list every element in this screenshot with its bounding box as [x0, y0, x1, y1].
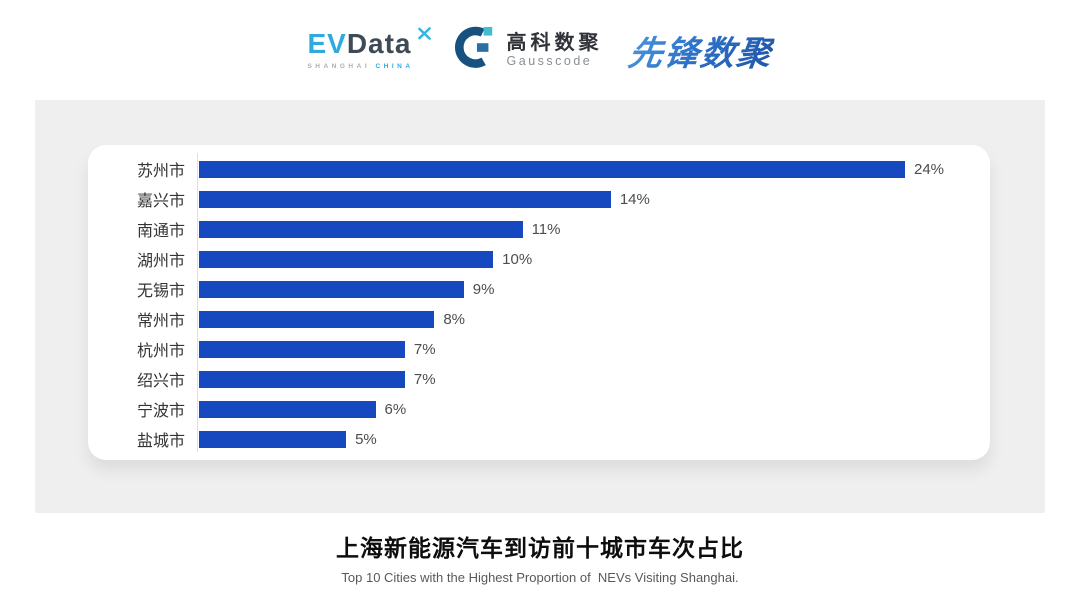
evdata-tagline-right: CHINA: [375, 63, 414, 70]
bar: [199, 160, 905, 178]
y-axis-line: [197, 153, 198, 452]
chart-row: 宁波市 6%: [88, 394, 990, 424]
bar-track: 6%: [199, 400, 905, 418]
bar: [199, 430, 347, 448]
chart-title: 上海新能源汽车到访前十城市车次占比: [336, 535, 744, 561]
chart-row: 常州市 8%: [88, 304, 990, 334]
value-label: 11%: [531, 220, 561, 238]
category-label: 宁波市: [136, 403, 185, 420]
bar: [199, 340, 405, 358]
chart-rows: 苏州市 24% 嘉兴市 14% 南通市 11% 湖州市 10% 无锡市 9% 常州市 8% 杭州市 7% 绍…: [88, 154, 990, 454]
value-label: 7%: [413, 370, 436, 388]
bar: [199, 190, 611, 208]
bar-track: 9%: [199, 280, 905, 298]
category-label: 杭州市: [136, 343, 185, 360]
value-label: 5%: [355, 430, 377, 448]
gausscode-text: 高科数聚 Gausscode: [507, 32, 603, 69]
chart-row: 杭州市 7%: [88, 334, 990, 364]
header-logos: EV Data SHANGHAI CHINA 高科数聚 Gausscode 先锋数…: [0, 0, 1080, 100]
category-label: 湖州市: [136, 253, 185, 270]
sparkle-x-icon: [417, 26, 432, 46]
bar-track: 11%: [199, 220, 905, 238]
value-label: 6%: [384, 400, 407, 418]
bar-track: 14%: [199, 190, 905, 208]
bar-track: 5%: [199, 430, 905, 448]
bar: [199, 310, 435, 328]
chart-row: 湖州市 10%: [88, 244, 990, 274]
bar-track: 7%: [199, 370, 905, 388]
evdata-ev-text: EV: [307, 28, 347, 59]
category-label: 盐城市: [136, 433, 185, 450]
chart-panel: 苏州市 24% 嘉兴市 14% 南通市 11% 湖州市 10% 无锡市 9% 常州市 8% 杭州市 7% 绍…: [88, 145, 990, 460]
value-label: 9%: [472, 280, 495, 298]
bar: [199, 250, 494, 268]
value-label: 10%: [502, 250, 533, 268]
bar-track: 10%: [199, 250, 905, 268]
category-label: 南通市: [136, 223, 185, 240]
chart-subtitle: Top 10 Cities with the Highest Proportio…: [341, 570, 739, 585]
chart-row: 盐城市 5%: [88, 424, 990, 454]
gausscode-logo: 高科数聚 Gausscode: [454, 26, 603, 75]
category-label: 苏州市: [136, 163, 185, 180]
chart-row: 苏州市 24%: [88, 154, 990, 184]
gausscode-name-en: Gausscode: [506, 53, 593, 68]
gausscode-g-icon: [454, 26, 498, 75]
bar: [199, 280, 464, 298]
category-label: 无锡市: [136, 283, 185, 300]
value-label: 24%: [914, 160, 945, 178]
footer: 上海新能源汽车到访前十城市车次占比 Top 10 Cities with the…: [0, 529, 1080, 585]
evdata-tagline-left: SHANGHAI: [307, 63, 371, 70]
value-label: 14%: [619, 190, 650, 208]
value-label: 7%: [413, 340, 436, 358]
bar-track: 7%: [199, 340, 905, 358]
evdata-logo: EV Data SHANGHAI CHINA: [307, 27, 431, 70]
evdata-tagline: SHANGHAI CHINA: [307, 63, 413, 70]
category-label: 绍兴市: [136, 373, 185, 390]
evdata-data-text: Data: [346, 28, 412, 59]
value-label: 8%: [443, 310, 466, 328]
bar-track: 8%: [199, 310, 905, 328]
bar: [199, 400, 376, 418]
pioneer-logo: 先锋数聚: [625, 26, 776, 75]
gausscode-name-cn: 高科数聚: [506, 31, 603, 54]
chart-row: 无锡市 9%: [88, 274, 990, 304]
chart-card: 苏州市 24% 嘉兴市 14% 南通市 11% 湖州市 10% 无锡市 9% 常州市 8% 杭州市 7% 绍…: [35, 100, 1045, 513]
evdata-wordmark: EV Data: [307, 30, 411, 58]
chart-row: 南通市 11%: [88, 214, 990, 244]
category-label: 嘉兴市: [136, 193, 185, 210]
category-label: 常州市: [136, 313, 185, 330]
chart-row: 嘉兴市 14%: [88, 184, 990, 214]
chart-row: 绍兴市 7%: [88, 364, 990, 394]
bar: [199, 220, 523, 238]
bar: [199, 370, 405, 388]
bar-track: 24%: [199, 160, 944, 178]
